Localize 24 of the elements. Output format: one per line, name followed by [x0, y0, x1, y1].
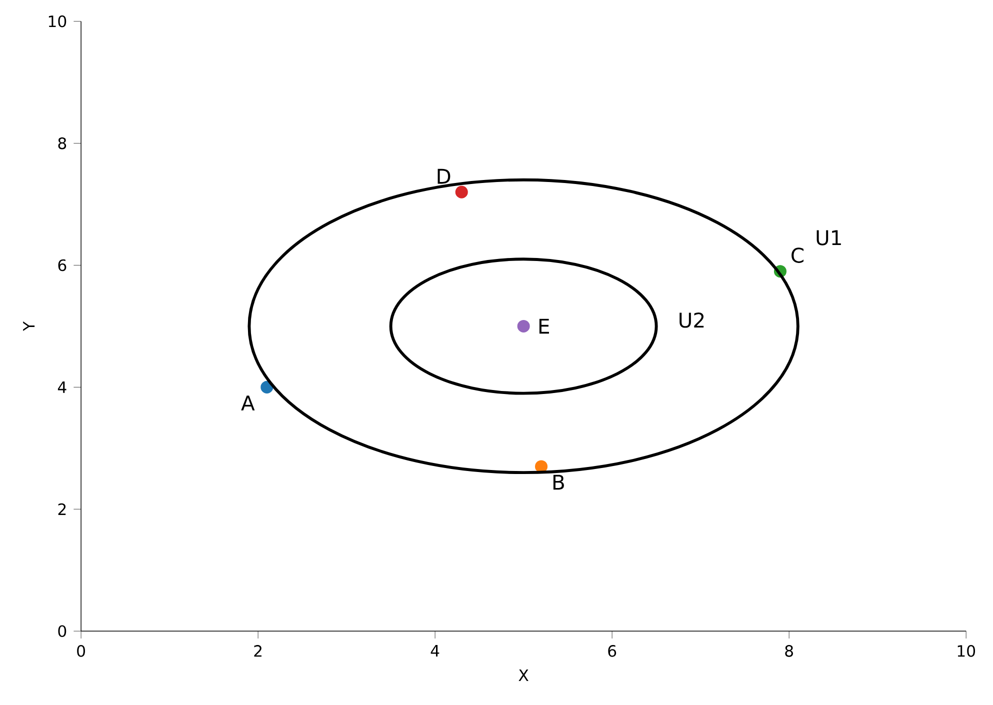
y-tick-label: 2 [58, 503, 66, 515]
y-tick-label: 4 [58, 381, 66, 393]
y-axis-title: Y [23, 321, 35, 331]
point [455, 186, 468, 198]
y-tick-label: 6 [58, 259, 66, 272]
x-tick-label: 2 [254, 644, 262, 657]
x-tick-label: 10 [958, 644, 976, 657]
annotation: U2 [680, 312, 704, 328]
y-tick-label: 10 [48, 15, 66, 28]
series-label: C [792, 248, 804, 263]
x-tick-label: 4 [430, 644, 440, 656]
y-tick-label: 0 [58, 625, 66, 638]
y-tick-label: 8 [58, 137, 66, 150]
series-label: D [438, 168, 450, 184]
x-tick-label: 0 [77, 644, 85, 657]
x-axis-title: X [518, 669, 528, 681]
series-label: B [553, 474, 564, 490]
x-tick-label: 6 [608, 644, 616, 657]
annotation: U1 [816, 230, 841, 246]
series-label: A [241, 396, 255, 410]
point [517, 320, 530, 332]
x-tick-label: 8 [785, 644, 793, 657]
series-label: E [539, 318, 549, 334]
point [534, 460, 548, 473]
